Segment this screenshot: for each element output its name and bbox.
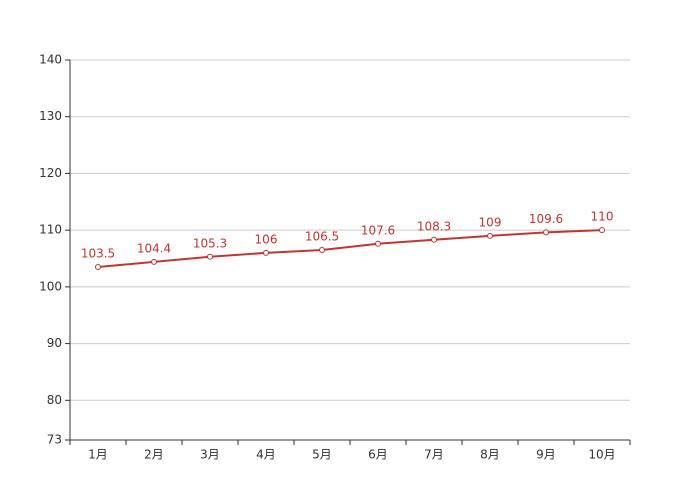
data-label: 108.3 [417,219,451,233]
data-label: 109 [479,215,502,229]
y-tick-label: 110 [39,223,62,237]
x-tick-label: 10月 [588,448,615,462]
point [151,258,157,265]
point [487,232,493,239]
y-tick-label: 73 [47,433,62,447]
point [375,240,381,247]
point [431,236,437,243]
line [97,229,603,269]
y-tick-label: 120 [39,166,62,180]
data-label: 104.4 [137,241,171,255]
data-label: 105.3 [193,236,227,250]
x-tick-label: 1月 [88,448,108,462]
data-label: 110 [591,210,614,224]
x-tick-label: 8月 [480,448,500,462]
point [543,229,549,236]
y-tick-label: 100 [39,279,62,293]
x-tick-label: 3月 [200,448,220,462]
y-tick-label: 140 [39,53,62,67]
x-tick-label: 6月 [368,448,388,462]
y-tick-label: 80 [47,393,62,407]
data-label: 106.5 [305,230,339,244]
x-tick-label: 7月 [424,448,444,462]
y-tick-label: 130 [39,109,62,123]
point [599,227,605,234]
data-label: 106 [255,232,278,246]
y-tick-label: 90 [47,336,62,350]
point [207,253,213,260]
data-label: 107.6 [361,223,395,237]
point [263,249,269,256]
point [319,247,325,253]
data-label: 109.6 [529,212,563,226]
x-tick-label: 2月 [144,448,164,462]
x-tick-label: 5月 [312,448,332,462]
x-tick-label: 4月 [256,448,276,462]
point [95,264,101,271]
data-label: 103.5 [81,247,115,261]
x-tick-label: 9月 [536,448,556,462]
